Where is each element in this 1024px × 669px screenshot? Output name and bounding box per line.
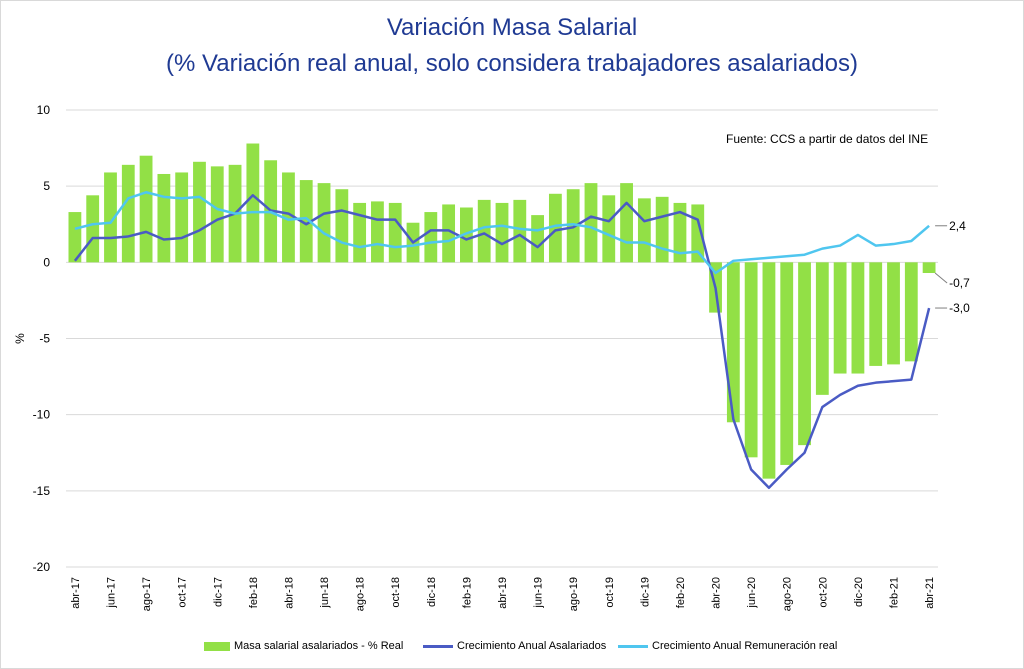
x-tick-label: jun-19: [533, 577, 545, 609]
bar: [833, 262, 847, 374]
x-tick-label: feb-20: [675, 577, 687, 608]
legend-label-bars: Masa salarial asalariados - % Real: [234, 640, 404, 652]
x-tick-label: feb-19: [461, 577, 473, 608]
bar: [104, 172, 117, 263]
y-tick-label: -15: [33, 484, 51, 498]
bar: [922, 262, 936, 273]
y-tick-label: -5: [39, 332, 50, 346]
bar: [460, 207, 473, 263]
x-tick-label: abr-19: [497, 577, 509, 609]
bar: [210, 166, 224, 263]
bar: [193, 161, 206, 263]
bar: [548, 193, 562, 263]
y-tick-label: 0: [43, 255, 50, 269]
x-tick-label: abr-17: [70, 577, 82, 609]
x-tick-label: oct-17: [177, 577, 189, 608]
bar: [86, 195, 100, 263]
end-label-remuneracion: 2,4: [949, 219, 966, 233]
bar: [887, 262, 900, 365]
x-tick-label: abr-18: [283, 577, 295, 609]
x-tick-label: feb-21: [889, 577, 901, 608]
bar: [282, 172, 295, 263]
bar: [424, 212, 438, 263]
chart-subtitle: (% Variación real anual, solo considera …: [166, 50, 858, 77]
x-tick-label: dic-17: [212, 577, 224, 607]
line-remuneracion: [74, 191, 930, 275]
bar: [371, 201, 384, 263]
x-tick-label: ago-18: [355, 577, 367, 611]
bar: [388, 202, 402, 263]
x-tick-label: oct-20: [817, 577, 829, 608]
x-tick-label: dic-18: [426, 577, 438, 607]
line-asalariados: [73, 194, 931, 490]
x-tick-label: abr-20: [711, 577, 723, 609]
bar: [299, 180, 313, 263]
bar: [620, 183, 633, 263]
x-tick-label: oct-19: [604, 577, 616, 608]
bar: [673, 202, 687, 263]
legend-item-remuneracion: Crecimiento Anual Remuneración real: [618, 640, 837, 652]
legend-swatch-bars: [204, 641, 230, 651]
bar: [513, 199, 527, 263]
bar: [353, 202, 367, 263]
chart-title: Variación Masa Salarial: [386, 14, 638, 41]
x-tick-label: dic-19: [639, 577, 651, 607]
y-tick-label: 10: [37, 103, 51, 117]
legend-label-asalariados: Crecimiento Anual Asalariados: [457, 640, 607, 652]
bar: [869, 262, 883, 366]
bar: [157, 173, 171, 263]
x-tick-label: dic-20: [853, 577, 865, 607]
bar: [815, 262, 829, 395]
y-tick-label: -20: [33, 560, 51, 574]
end-label-bars: -0,7: [949, 276, 970, 290]
legend-swatch-asalariados: [423, 644, 453, 648]
end-label-asalariados: -3,0: [949, 301, 970, 315]
legend: Masa salarial asalariados - % Real Creci…: [0, 640, 1024, 656]
x-tick-label: ago-19: [568, 577, 580, 611]
bar: [904, 262, 918, 362]
bar: [175, 172, 189, 263]
y-tick-label: -10: [33, 408, 51, 422]
bar: [335, 189, 349, 263]
bar: [246, 143, 260, 263]
bar: [851, 262, 865, 374]
bar: [442, 204, 456, 263]
bar: [68, 212, 82, 263]
bar: [495, 202, 509, 263]
x-tick-label: jun-20: [746, 577, 758, 609]
bar: [637, 198, 651, 263]
bar: [584, 183, 598, 263]
y-tick-label: 5: [43, 179, 50, 193]
x-tick-label: oct-18: [390, 577, 402, 608]
x-tick-label: feb-18: [248, 577, 260, 608]
legend-label-remuneracion: Crecimiento Anual Remuneración real: [652, 640, 838, 652]
bar: [780, 262, 794, 465]
y-axis-label: %: [13, 333, 27, 344]
bar: [602, 195, 616, 263]
legend-item-asalariados: Crecimiento Anual Asalariados: [423, 640, 606, 652]
x-tick-label: ago-17: [141, 577, 153, 611]
bar: [798, 262, 811, 446]
bar: [762, 262, 776, 479]
leader-line: [934, 272, 948, 284]
bar: [744, 262, 758, 458]
bar: [317, 183, 331, 263]
x-tick-label: jun-17: [105, 577, 117, 609]
bar: [566, 189, 580, 263]
bar: [139, 155, 153, 263]
bar: [531, 215, 544, 263]
bar: [726, 262, 740, 423]
legend-item-bars: Masa salarial asalariados - % Real: [204, 640, 403, 652]
x-tick-label: ago-20: [782, 577, 794, 611]
bar: [477, 199, 491, 263]
x-tick-label: jun-18: [319, 577, 331, 609]
legend-swatch-remuneracion: [618, 644, 648, 648]
bar: [121, 164, 135, 263]
source-note: Fuente: CCS a partir de datos del INE: [726, 132, 929, 146]
bar: [655, 196, 669, 263]
x-tick-label: abr-21: [924, 577, 936, 609]
